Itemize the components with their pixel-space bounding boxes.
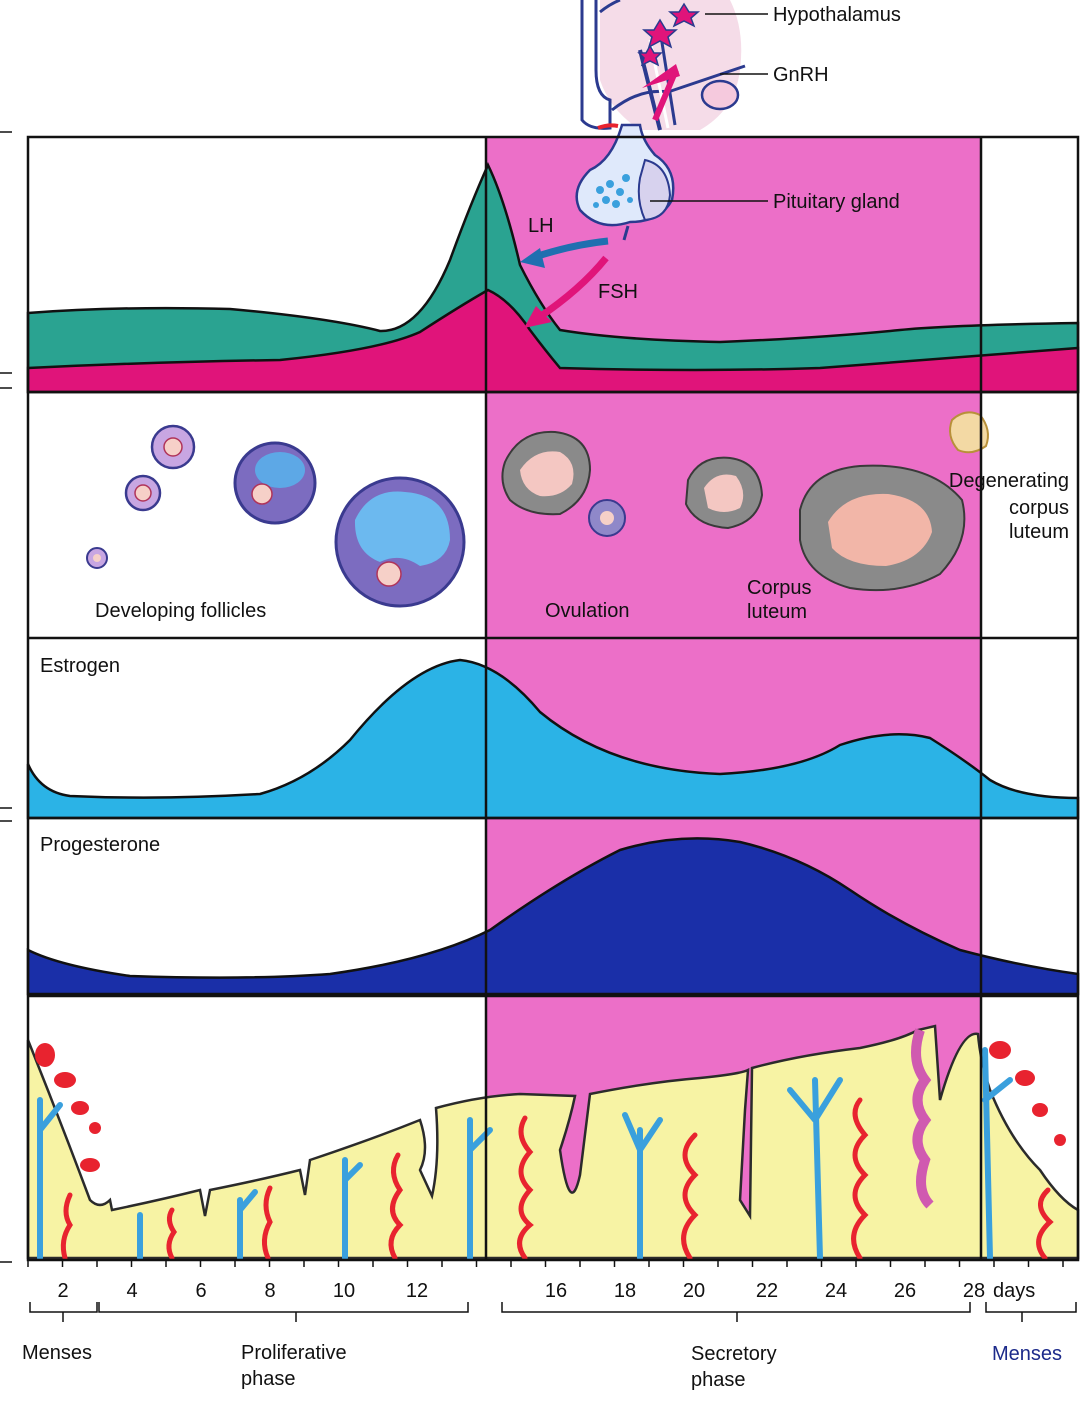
degenerating-label-2: corpus — [1009, 497, 1069, 519]
secretory-label-2: phase — [691, 1369, 746, 1391]
day-tick-label: 28 — [963, 1280, 985, 1302]
day-tick-label: 4 — [126, 1280, 137, 1302]
lh-arrowhead — [520, 248, 545, 268]
menses-start-label: Menses — [22, 1342, 92, 1364]
follicle-small — [150, 424, 196, 470]
follicle-small — [124, 474, 162, 512]
corpus-luteum-mature — [799, 464, 966, 592]
estrogen-curve — [26, 658, 1080, 820]
day-tick-label: 10 — [333, 1280, 355, 1302]
degenerating-corpus-luteum — [949, 411, 989, 454]
day-tick-label: 2 — [57, 1280, 68, 1302]
day-tick-label: 24 — [825, 1280, 847, 1302]
lh-curve — [26, 162, 1080, 394]
day-tick-label: 20 — [683, 1280, 705, 1302]
day-tick-label: 18 — [614, 1280, 636, 1302]
phase-brackets — [29, 1302, 1077, 1322]
hypothalamus-label: Hypothalamus — [773, 4, 901, 26]
ovary-panel — [86, 411, 989, 608]
day-tick-label: 6 — [195, 1280, 206, 1302]
panel-grid — [26, 135, 1080, 1262]
gnrh-label: GnRH — [773, 64, 829, 86]
fsh-arrowhead — [524, 306, 552, 328]
day-tick-label: 26 — [894, 1280, 916, 1302]
progesterone-label: Progesterone — [40, 834, 160, 856]
day-tick-label: 12 — [406, 1280, 428, 1302]
corpus-luteum-label-1: Corpus — [747, 577, 811, 599]
corpus-luteum-early — [684, 456, 764, 530]
secretory-label-1: Secretory — [691, 1343, 777, 1365]
lh-label: LH — [528, 215, 554, 237]
day-tick-label: 8 — [264, 1280, 275, 1302]
day-tick-label: 22 — [756, 1280, 778, 1302]
degenerating-label-3: luteum — [1009, 521, 1069, 543]
day-unit-label: days — [993, 1280, 1035, 1302]
follicle-large — [334, 476, 466, 608]
developing-follicles-label: Developing follicles — [95, 600, 266, 622]
follicle-medium — [233, 441, 317, 525]
estrogen-label: Estrogen — [40, 655, 120, 677]
progesterone-curve — [26, 837, 1080, 996]
menstrual-blood — [35, 1041, 1066, 1172]
menses-end-label: Menses — [992, 1343, 1062, 1365]
degenerating-label-1: Degenerating — [949, 470, 1069, 492]
ovulating-follicle — [501, 430, 626, 537]
margin-ticks — [0, 131, 12, 1263]
pituitary-label: Pituitary gland — [773, 191, 900, 213]
fsh-curve — [26, 288, 1080, 394]
fsh-arrow — [536, 255, 609, 321]
ovulation-label: Ovulation — [545, 600, 630, 622]
gonadotropin-panel — [26, 162, 1080, 394]
brain-illustration — [575, 0, 746, 241]
proliferative-label-1: Proliferative — [241, 1342, 347, 1364]
proliferative-label-2: phase — [241, 1368, 296, 1390]
day-tick-label: 16 — [545, 1280, 567, 1302]
follicle-small — [86, 547, 108, 569]
day-axis: 2 4 6 8 10 12 16 18 20 22 24 26 28 days — [27, 1260, 1064, 1302]
fsh-label: FSH — [598, 281, 638, 303]
corpus-luteum-label-2: luteum — [747, 601, 807, 623]
